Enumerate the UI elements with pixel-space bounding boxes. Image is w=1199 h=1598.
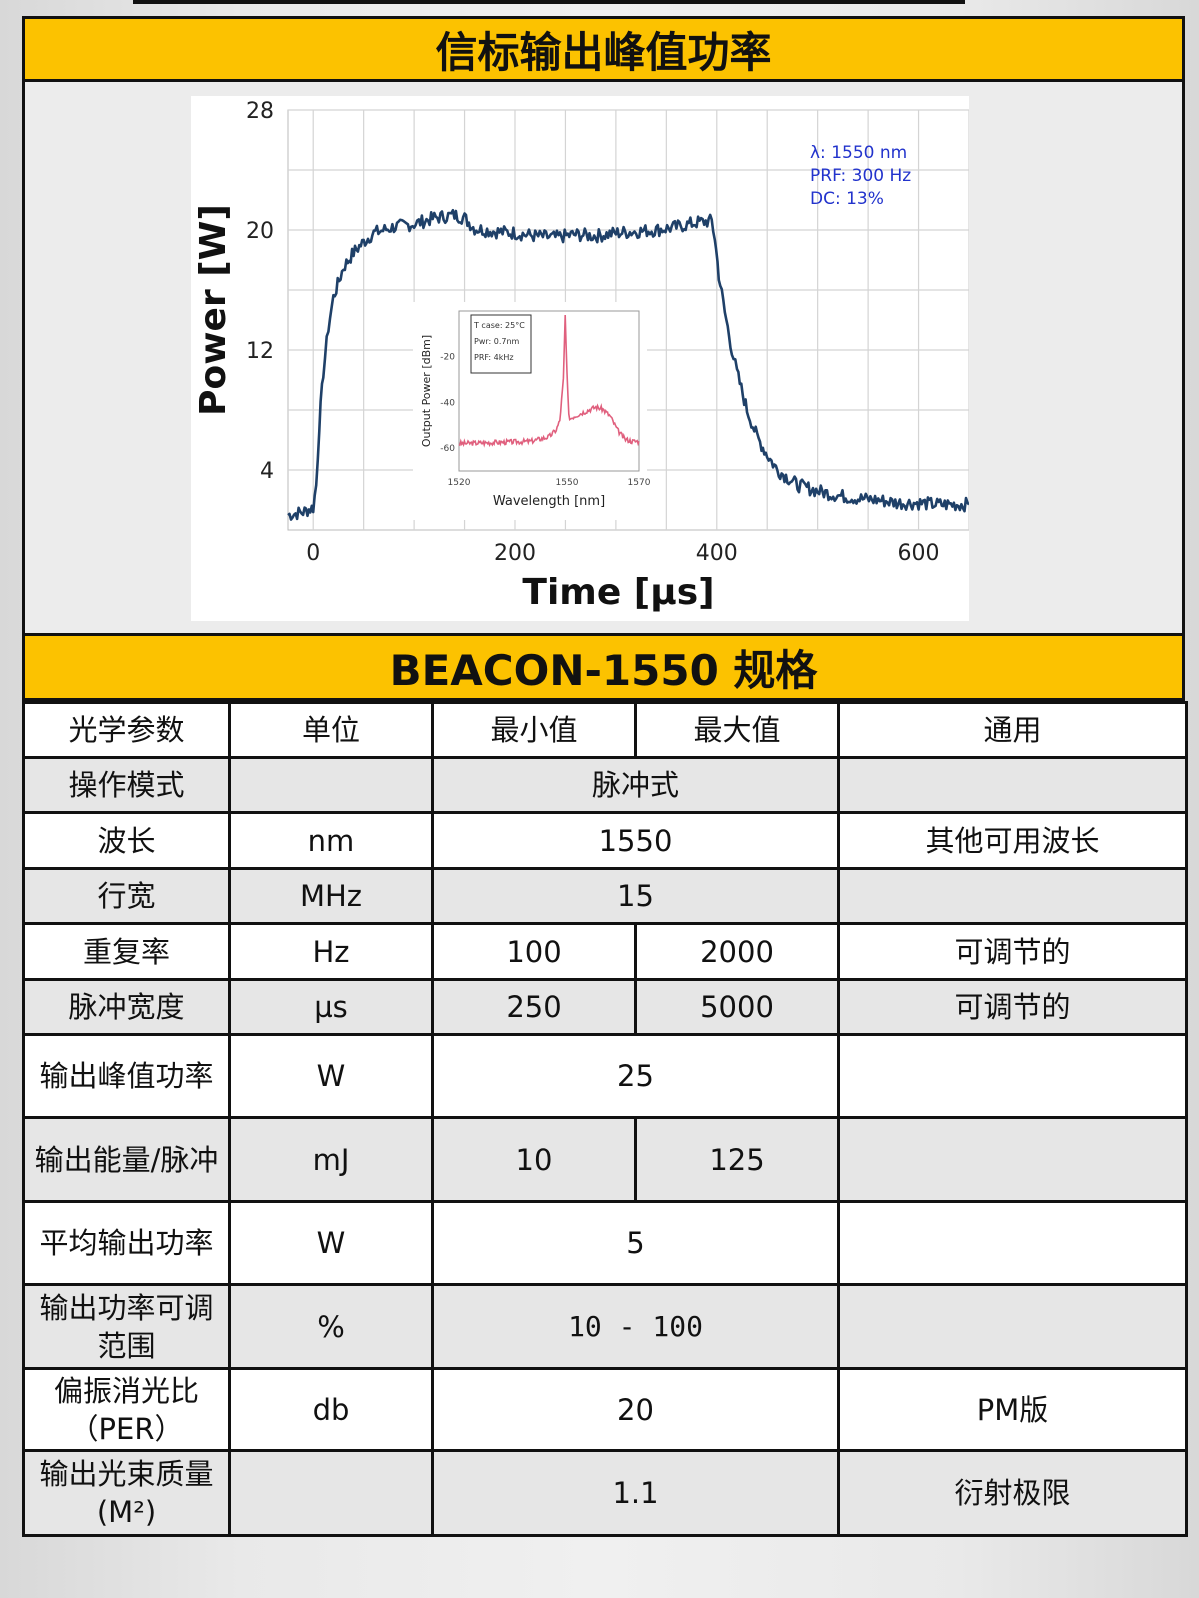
row-value: 20 [431,1367,840,1452]
row-unit: W [228,1200,434,1286]
x-tick-label: 600 [898,541,940,566]
row-value: 1.1 [431,1449,840,1537]
inset-x-tick-label: 1570 [628,478,651,488]
inset-y-axis-label: Output Power [dBm] [420,335,433,447]
x-axis-label: Time [µs] [522,572,714,613]
row-param: 行宽 [22,867,231,925]
row-unit: µs [228,978,434,1036]
row-general [837,756,1188,814]
row-unit: nm [228,811,434,870]
pulse-power-chart: 0 200 400 600 4 12 20 28 Time [µs] Power [W] λ: 15… [191,96,969,621]
row-param: 输出功率可调范围 [22,1283,231,1370]
inset-y-tick-label: -40 [440,398,455,408]
y-axis-label: Power [W] [193,204,234,416]
spec-table: 光学参数 单位 最小值 最大值 通用 操作模式 脉冲式 波长 nm 1550 其他可用波长 行宽 MHz… [22,701,1188,1537]
header-max: 最大值 [634,701,840,759]
header-general: 通用 [837,701,1188,759]
header-min: 最小值 [431,701,637,759]
inset-x-axis-label: Wavelength [nm] [493,494,605,509]
table-row: 输出光束质量 (M²) 1.1 衍射极限 [22,1449,1188,1537]
table-row: 输出能量/脉冲 mJ 10 125 [22,1116,1188,1203]
row-min: 10 [431,1116,637,1203]
row-min: 250 [431,978,637,1036]
row-param: 偏振消光比（PER） [22,1367,231,1452]
row-value: 1550 [431,811,840,870]
row-unit: mJ [228,1116,434,1203]
row-general [837,1116,1188,1203]
table-row: 平均输出功率 W 5 [22,1200,1188,1286]
inset-y-tick-label: -60 [440,444,455,454]
inset-legend-line: T case: 25°C [473,321,525,330]
row-unit [228,1449,434,1537]
top-rule [133,0,965,4]
row-param: 波长 [22,811,231,870]
section-title-peak-power: 信标输出峰值功率 [22,16,1185,82]
table-row: 输出峰值功率 W 25 [22,1033,1188,1119]
annotation-line: DC: 13% [810,189,884,209]
table-row: 操作模式 脉冲式 [22,756,1188,814]
row-max: 5000 [634,978,840,1036]
table-header-row: 光学参数 单位 最小值 最大值 通用 [22,701,1188,759]
row-unit: MHz [228,867,434,925]
inset-x-tick-label: 1550 [556,478,579,488]
table-row: 行宽 MHz 15 [22,867,1188,925]
table-row: 重复率 Hz 100 2000 可调节的 [22,922,1188,981]
table-row: 输出功率可调范围% 10 - 100 [22,1283,1188,1370]
annotation-line: PRF: 300 Hz [810,166,911,186]
y-tick-label: 4 [260,459,274,484]
row-unit: Hz [228,922,434,981]
row-general [837,1200,1188,1286]
row-param: 输出光束质量 (M²) [22,1449,231,1537]
inset-x-tick-label: 1520 [448,478,471,488]
row-value: 10 - 100 [431,1283,840,1370]
x-tick-label: 200 [494,541,536,566]
header-unit: 单位 [228,701,434,759]
row-unit: W [228,1033,434,1119]
row-param: 输出峰值功率 [22,1033,231,1119]
row-general: 其他可用波长 [837,811,1188,870]
row-value: 脉冲式 [431,756,840,814]
table-row: 波长 nm 1550 其他可用波长 [22,811,1188,870]
inset-y-tick-label: -20 [440,353,455,363]
table-row: 脉冲宽度 µs 250 5000 可调节的 [22,978,1188,1036]
row-general [837,1033,1188,1119]
row-param: 脉冲宽度 [22,978,231,1036]
row-max: 2000 [634,922,840,981]
row-value: 15 [431,867,840,925]
inset-legend-line: PRF: 4kHz [474,353,514,362]
row-unit: db [228,1367,434,1452]
row-general: PM版 [837,1367,1188,1452]
row-param: 操作模式 [22,756,231,814]
row-unit [228,756,434,814]
row-general [837,1283,1188,1370]
row-general: 衍射极限 [837,1449,1188,1537]
row-general: 可调节的 [837,922,1188,981]
inset-series-line [458,314,640,448]
row-param: 平均输出功率 [22,1200,231,1286]
row-unit: % [228,1283,434,1370]
y-tick-label: 20 [246,219,274,244]
header-param: 光学参数 [22,701,231,759]
x-tick-label: 0 [306,541,320,566]
inset-legend-line: Pwr: 0.7nm [474,337,520,346]
row-value: 5 [431,1200,840,1286]
table-row: 偏振消光比（PER） db 20 PM版 [22,1367,1188,1452]
section-title-spec: BEACON-1550 规格 [22,633,1185,701]
y-tick-label: 28 [246,99,274,124]
row-general [837,867,1188,925]
row-param: 重复率 [22,922,231,981]
row-param: 输出能量/脉冲 [22,1116,231,1203]
inset-legend-box [470,314,532,374]
row-general: 可调节的 [837,978,1188,1036]
row-value: 25 [431,1033,840,1119]
x-tick-label: 400 [696,541,738,566]
row-min: 100 [431,922,637,981]
row-max: 125 [634,1116,840,1203]
series-line-power [287,208,969,521]
annotation-line: λ: 1550 nm [810,143,907,163]
y-tick-label: 12 [246,339,274,364]
